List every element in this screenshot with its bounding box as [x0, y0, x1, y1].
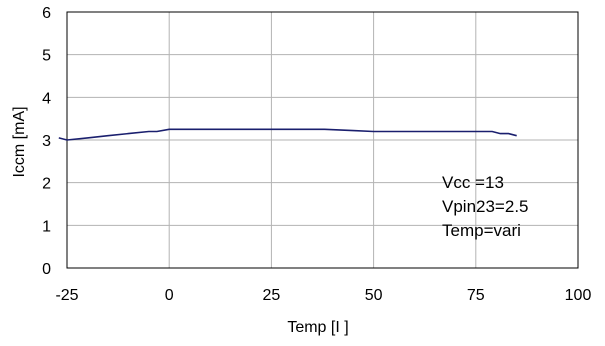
- series-line-0: [58, 128, 517, 141]
- series-layer: [58, 128, 517, 141]
- x-tick-label: 50: [365, 287, 383, 304]
- y-axis-title: Iccm [mA]: [11, 106, 28, 177]
- x-tick-label: -25: [55, 287, 78, 304]
- x-tick-label: 75: [467, 287, 485, 304]
- y-tick-label: 2: [42, 176, 51, 193]
- annotation-vpin23: Vpin23=2.5: [442, 197, 529, 216]
- annotation-block: Vcc =13 Vpin23=2.5 Temp=vari: [442, 173, 529, 240]
- x-tick-label: 25: [263, 287, 281, 304]
- annotation-vcc: Vcc =13: [442, 173, 504, 192]
- x-axis-title: Temp [I ]: [287, 319, 348, 336]
- x-tick-label: 100: [565, 287, 592, 304]
- y-tick-label: 6: [42, 5, 51, 22]
- y-tick-label: 5: [42, 48, 51, 65]
- annotation-temp: Temp=vari: [442, 221, 521, 240]
- y-tick-label: 0: [42, 261, 51, 278]
- y-tick-label: 1: [42, 218, 51, 235]
- x-tick-label: 0: [165, 287, 174, 304]
- y-tick-label: 3: [42, 133, 51, 150]
- grid: [67, 12, 578, 268]
- y-tick-label: 4: [42, 90, 51, 107]
